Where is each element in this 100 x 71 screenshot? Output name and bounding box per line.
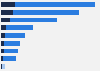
Bar <box>1 64 2 69</box>
Bar <box>15 2 95 7</box>
Bar <box>10 18 57 22</box>
Bar <box>1 18 10 22</box>
Bar <box>1 56 3 61</box>
Bar <box>1 49 4 53</box>
Bar <box>1 25 6 30</box>
Bar <box>4 41 20 46</box>
Bar <box>1 41 4 46</box>
Bar <box>6 25 33 30</box>
Bar <box>5 33 24 38</box>
Bar <box>1 33 5 38</box>
Bar <box>3 56 16 61</box>
Bar <box>2 64 5 69</box>
Bar <box>4 49 18 53</box>
Bar <box>1 2 15 7</box>
Bar <box>13 10 79 15</box>
Bar <box>1 10 13 15</box>
